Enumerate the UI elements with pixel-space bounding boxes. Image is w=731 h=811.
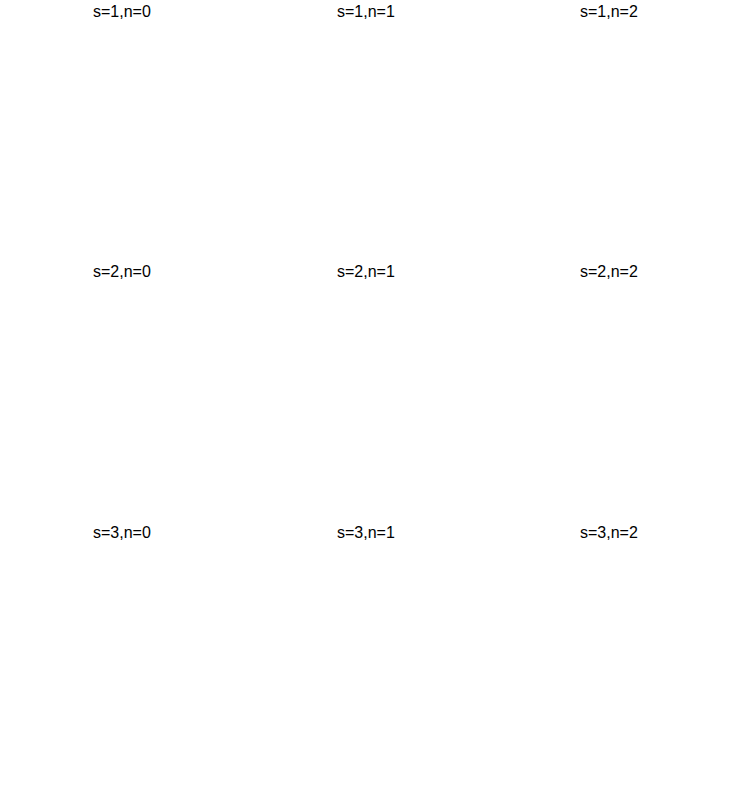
svg-text:s=2,n=2: s=2,n=2 [580, 263, 638, 280]
svg-text:s=1,n=0: s=1,n=0 [93, 3, 151, 20]
svg-text:s=1,n=1: s=1,n=1 [337, 3, 395, 20]
svg-text:s=2,n=1: s=2,n=1 [337, 263, 395, 280]
svg-text:s=2,n=0: s=2,n=0 [93, 263, 151, 280]
svg-text:s=1,n=2: s=1,n=2 [580, 3, 638, 20]
svg-text:s=3,n=2: s=3,n=2 [580, 524, 638, 541]
svg-text:s=3,n=1: s=3,n=1 [337, 524, 395, 541]
svg-text:s=3,n=0: s=3,n=0 [93, 524, 151, 541]
